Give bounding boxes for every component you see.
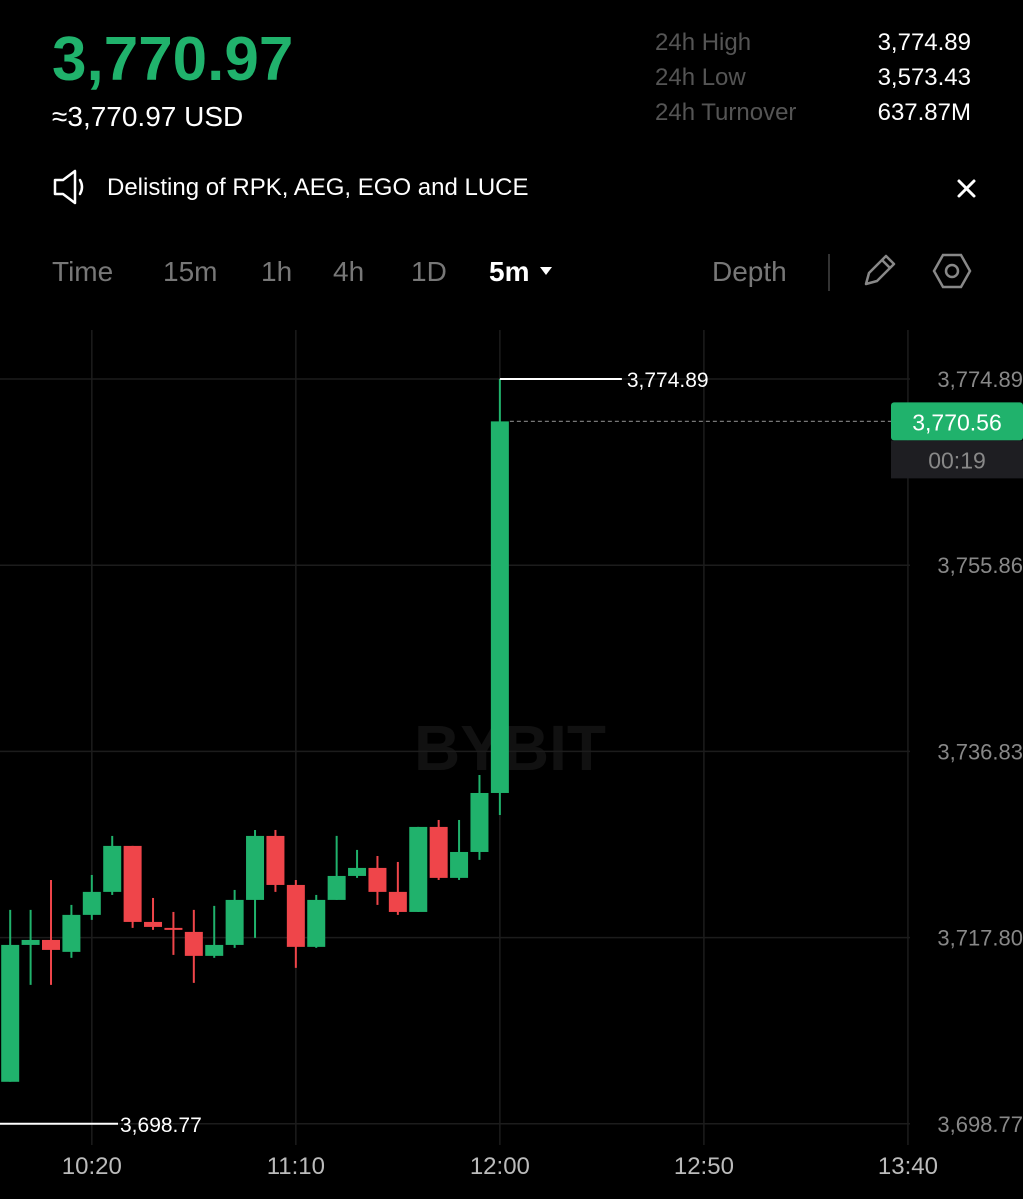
candle-body	[144, 921, 163, 927]
candle-body	[429, 826, 448, 878]
candle-body	[490, 421, 509, 793]
tab[interactable]: Time	[52, 256, 113, 287]
candle-body	[164, 927, 183, 930]
chart: BYBIT 10:20 11:10 12:00 12:50 13:40 3,698.77 3,…	[0, 330, 1023, 1180]
price-usd: ≈3,770.97 USD	[52, 101, 243, 132]
pencil-icon[interactable]	[864, 254, 896, 286]
notice[interactable]: Delisting of RPK, AEG, EGO and LUCE	[107, 174, 529, 201]
close-icon[interactable]	[957, 179, 976, 198]
last-price-label: 3,770.56	[912, 409, 1002, 435]
tab-active[interactable]: 5m	[489, 256, 529, 287]
tab[interactable]: 15m	[163, 256, 217, 287]
tab[interactable]: Depth	[712, 256, 787, 287]
candle-body	[1, 944, 20, 1082]
candle-body	[82, 891, 101, 915]
last-price: 3,770.97	[52, 25, 293, 94]
candle-body	[327, 875, 346, 900]
y-tick-label: 3,736.83	[937, 739, 1023, 764]
y-tick-label: 3,755.86	[937, 553, 1023, 578]
candle-body	[225, 899, 244, 945]
candle-body	[62, 914, 81, 952]
speaker-icon	[53, 169, 84, 205]
y-tick-label: 3,698.77	[937, 1112, 1023, 1137]
x-tick-label: 11:10	[267, 1153, 325, 1180]
stat-value: 637.87M	[878, 99, 971, 126]
stat-label: 24h Low	[655, 64, 746, 91]
candle-body	[246, 835, 265, 900]
high-marker-label: 3,774.89	[627, 369, 709, 392]
candle-body	[286, 884, 305, 947]
candle-body	[470, 792, 489, 852]
candle-body	[388, 891, 407, 912]
watermark: BYBIT	[414, 712, 606, 784]
candle-body	[103, 845, 122, 892]
last-price-box	[891, 402, 1023, 441]
x-tick-label: 10:20	[62, 1153, 122, 1180]
candle-body	[348, 867, 367, 876]
candle-body	[205, 944, 224, 956]
x-tick-label: 12:50	[674, 1153, 734, 1180]
stat-label: 24h High	[655, 29, 751, 56]
tab[interactable]: 4h	[333, 256, 364, 287]
y-tick-label: 3,717.80	[937, 926, 1023, 951]
x-tick-label: 12:00	[470, 1153, 530, 1180]
dropdown-arrow[interactable]	[540, 267, 552, 275]
x-tick-label: 13:40	[878, 1153, 938, 1180]
candle-body	[21, 939, 40, 945]
settings-icon[interactable]	[932, 253, 972, 289]
candle-body	[123, 845, 142, 922]
candle-body	[368, 867, 387, 892]
candle-body	[184, 931, 203, 956]
candle-body	[409, 826, 428, 912]
candle-body	[307, 899, 326, 947]
stat-value: 3,573.43	[878, 64, 971, 91]
candle-body	[42, 939, 61, 950]
tab[interactable]: 1D	[411, 256, 447, 287]
candle-body	[450, 851, 469, 878]
stat-label: 24h Turnover	[655, 99, 796, 126]
candle-body	[266, 835, 285, 885]
stat-value: 3,774.89	[878, 29, 971, 56]
low-marker-label: 3,698.77	[120, 1114, 202, 1137]
countdown: 00:19	[928, 447, 986, 473]
countdown-box	[891, 440, 1023, 479]
y-tick-label: 3,774.89	[937, 367, 1023, 392]
tab[interactable]: 1h	[261, 256, 292, 287]
